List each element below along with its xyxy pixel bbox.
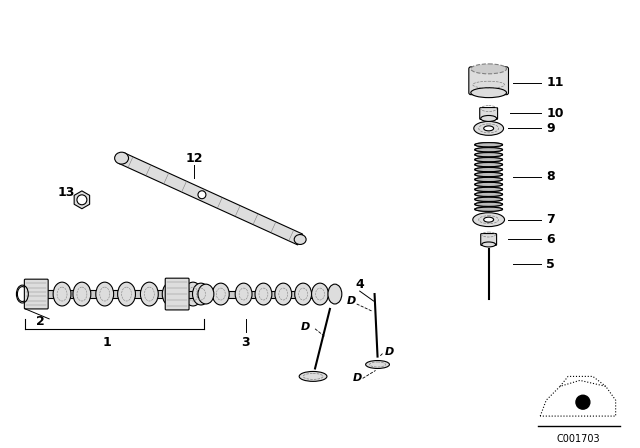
Text: D: D [347, 296, 356, 306]
Ellipse shape [475, 142, 502, 147]
Ellipse shape [475, 197, 502, 202]
Ellipse shape [475, 158, 502, 162]
Ellipse shape [475, 202, 502, 207]
Text: 5: 5 [546, 258, 555, 271]
FancyBboxPatch shape [24, 279, 48, 309]
Polygon shape [119, 153, 303, 245]
Ellipse shape [475, 207, 502, 211]
Circle shape [198, 191, 206, 199]
Ellipse shape [475, 158, 502, 162]
Ellipse shape [475, 177, 502, 181]
Text: 8: 8 [546, 171, 555, 184]
Circle shape [77, 195, 87, 205]
Ellipse shape [475, 192, 502, 197]
Ellipse shape [140, 282, 158, 306]
Text: 2: 2 [36, 315, 45, 328]
Text: 3: 3 [241, 336, 250, 349]
Text: 11: 11 [546, 76, 564, 89]
Bar [188, 291, 327, 297]
Text: 1: 1 [102, 336, 111, 349]
Ellipse shape [475, 202, 502, 207]
FancyBboxPatch shape [480, 108, 497, 120]
Polygon shape [540, 380, 616, 416]
Ellipse shape [255, 283, 272, 305]
Ellipse shape [118, 282, 136, 306]
Ellipse shape [475, 147, 502, 152]
FancyBboxPatch shape [481, 233, 497, 246]
Ellipse shape [96, 282, 114, 306]
Ellipse shape [198, 284, 214, 304]
Text: 9: 9 [546, 122, 555, 135]
Text: 4: 4 [355, 278, 364, 291]
Ellipse shape [53, 282, 71, 306]
Ellipse shape [328, 284, 342, 304]
Ellipse shape [312, 283, 328, 305]
Text: 6: 6 [546, 233, 555, 246]
Ellipse shape [482, 242, 495, 247]
Text: 10: 10 [546, 107, 564, 120]
Ellipse shape [475, 207, 502, 211]
Ellipse shape [484, 126, 493, 131]
Circle shape [576, 395, 590, 409]
Ellipse shape [475, 142, 502, 147]
Ellipse shape [481, 116, 497, 121]
Ellipse shape [484, 217, 493, 222]
Text: 7: 7 [546, 213, 555, 226]
Ellipse shape [475, 172, 502, 177]
Ellipse shape [475, 187, 502, 191]
Ellipse shape [474, 121, 504, 135]
Ellipse shape [475, 197, 502, 202]
Text: D: D [353, 373, 362, 383]
Ellipse shape [475, 153, 502, 157]
Ellipse shape [475, 153, 502, 157]
Ellipse shape [475, 187, 502, 191]
Ellipse shape [475, 168, 502, 172]
Ellipse shape [475, 177, 502, 181]
Ellipse shape [471, 64, 506, 74]
Ellipse shape [475, 168, 502, 172]
Ellipse shape [475, 163, 502, 167]
Ellipse shape [294, 283, 312, 305]
Ellipse shape [235, 283, 252, 305]
Text: C001703: C001703 [556, 434, 600, 444]
Ellipse shape [193, 283, 209, 305]
FancyBboxPatch shape [469, 67, 509, 95]
Ellipse shape [212, 283, 229, 305]
Ellipse shape [475, 172, 502, 177]
Text: D: D [301, 322, 310, 332]
Ellipse shape [473, 213, 504, 227]
Ellipse shape [475, 182, 502, 186]
Ellipse shape [275, 283, 292, 305]
Bar [47, 290, 196, 298]
Ellipse shape [163, 282, 180, 306]
Ellipse shape [73, 282, 91, 306]
Ellipse shape [475, 192, 502, 197]
Ellipse shape [115, 152, 129, 164]
Text: 12: 12 [185, 151, 203, 165]
Ellipse shape [475, 163, 502, 167]
Text: 13: 13 [58, 186, 75, 199]
Text: D: D [385, 347, 394, 357]
FancyBboxPatch shape [165, 278, 189, 310]
Ellipse shape [471, 88, 506, 98]
Ellipse shape [365, 361, 390, 368]
Ellipse shape [294, 235, 306, 245]
Ellipse shape [299, 371, 327, 381]
Ellipse shape [184, 282, 202, 306]
Ellipse shape [475, 182, 502, 186]
Ellipse shape [475, 147, 502, 152]
